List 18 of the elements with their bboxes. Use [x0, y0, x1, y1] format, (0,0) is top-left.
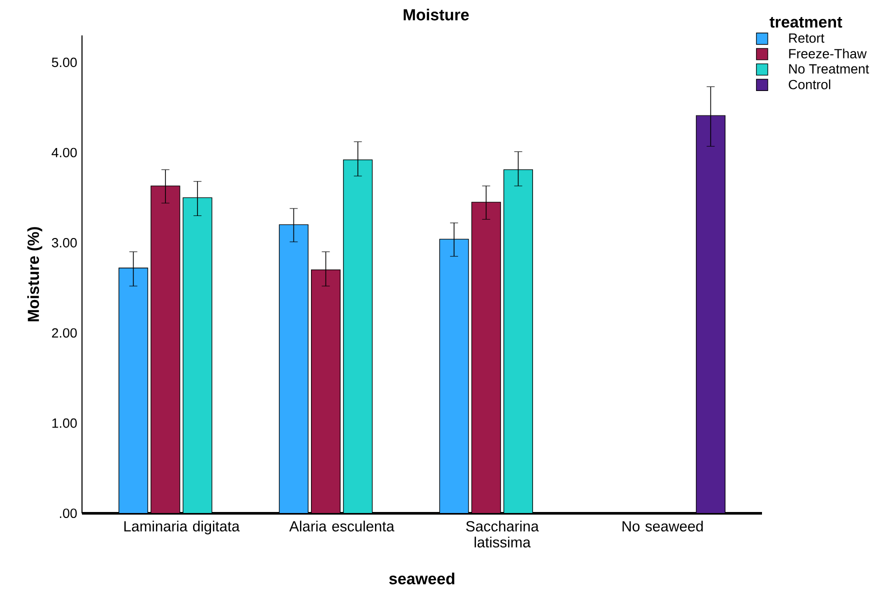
chart-title: Moisture [404, 8, 469, 20]
y-tick-label: 2.00 [52, 328, 77, 338]
legend-label: Retort [789, 33, 824, 43]
x-tick-label: No seaweed [622, 520, 703, 532]
x-axis-title: seaweed [389, 572, 454, 584]
x-tick-label: Laminaria digitata [124, 520, 240, 534]
x-tick-label: Alaria esculenta [289, 520, 394, 532]
x-tick-label: Saccharina latissima [466, 520, 539, 548]
legend-label: Control [788, 79, 830, 90]
y-tick-label: 5.00 [52, 58, 77, 68]
y-tick-label: .00 [60, 508, 77, 518]
y-tick-label: 4.00 [52, 148, 77, 158]
y-axis-title: Moisture (%) [27, 227, 42, 322]
y-tick-label: 3.00 [52, 238, 77, 248]
y-tick-label: 1.00 [52, 418, 77, 428]
legend-label: No Treatment [789, 64, 870, 74]
legend-title: treatment [770, 17, 842, 28]
legend-label: Freeze-Thaw [789, 48, 867, 58]
